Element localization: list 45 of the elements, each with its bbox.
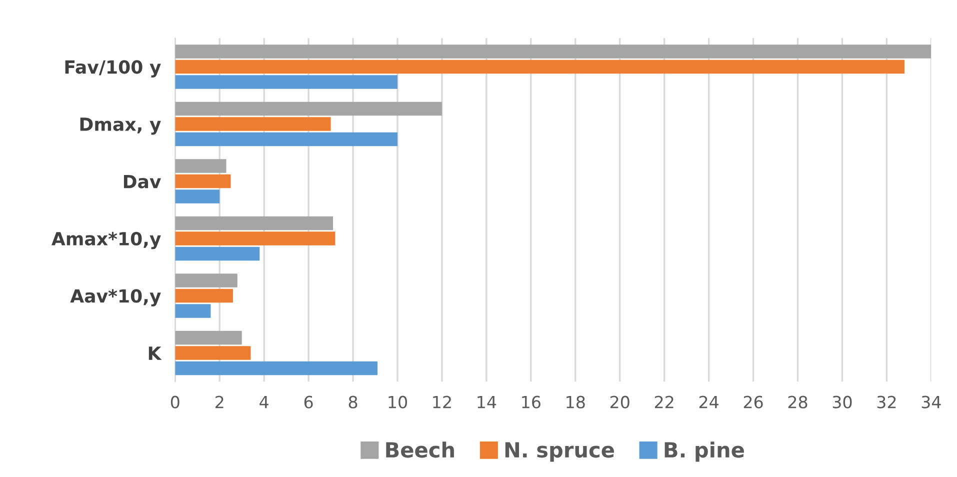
bar [175, 60, 904, 74]
x-tick-label: 6 [304, 396, 313, 408]
x-tick-label: 30 [832, 396, 852, 408]
x-tick-label: 22 [654, 396, 674, 408]
x-tick-label: 16 [522, 396, 540, 408]
y-tick-label: Dmax, y [80, 118, 161, 135]
bar [175, 361, 378, 376]
x-tick-label: 28 [788, 396, 808, 408]
legend-label: N. spruce [505, 442, 614, 462]
x-tick-label: 8 [348, 396, 358, 408]
y-tick-label: K [148, 346, 162, 360]
bar [175, 102, 442, 116]
x-tick-label: 14 [478, 396, 496, 408]
bar [175, 132, 398, 146]
bar [175, 330, 242, 345]
x-tick-label: 10 [388, 396, 407, 408]
x-tick-label: 0 [170, 396, 180, 408]
y-tick-label: Aav*10,y [70, 289, 161, 306]
x-tick-label: 20 [610, 396, 630, 408]
y-tick-label: Dav [124, 174, 161, 188]
y-tick-label: Fav/100 y [65, 60, 161, 78]
legend-label: Beech [386, 442, 454, 458]
y-tick-label: Amax*10,y [52, 232, 161, 250]
bar [175, 346, 251, 360]
x-tick-label: 2 [216, 396, 224, 408]
x-tick-label: 24 [699, 396, 718, 408]
x-tick-label: 34 [922, 396, 941, 408]
x-tick-label: 32 [877, 396, 896, 408]
bar [175, 288, 233, 303]
bar [175, 159, 226, 173]
bar [175, 246, 260, 261]
bar [175, 44, 932, 58]
x-tick-label: 26 [744, 396, 763, 408]
bar [175, 304, 211, 318]
x-tick-label: 18 [566, 396, 585, 408]
bar [175, 274, 238, 288]
x-tick-label: 4 [260, 396, 268, 408]
x-tick-label: 12 [433, 396, 451, 408]
bar [175, 117, 331, 131]
bar [175, 232, 336, 246]
bar [175, 75, 398, 89]
legend-label: B. pine [664, 442, 744, 462]
bar [175, 190, 220, 204]
bar [175, 174, 231, 188]
bar [175, 216, 334, 230]
